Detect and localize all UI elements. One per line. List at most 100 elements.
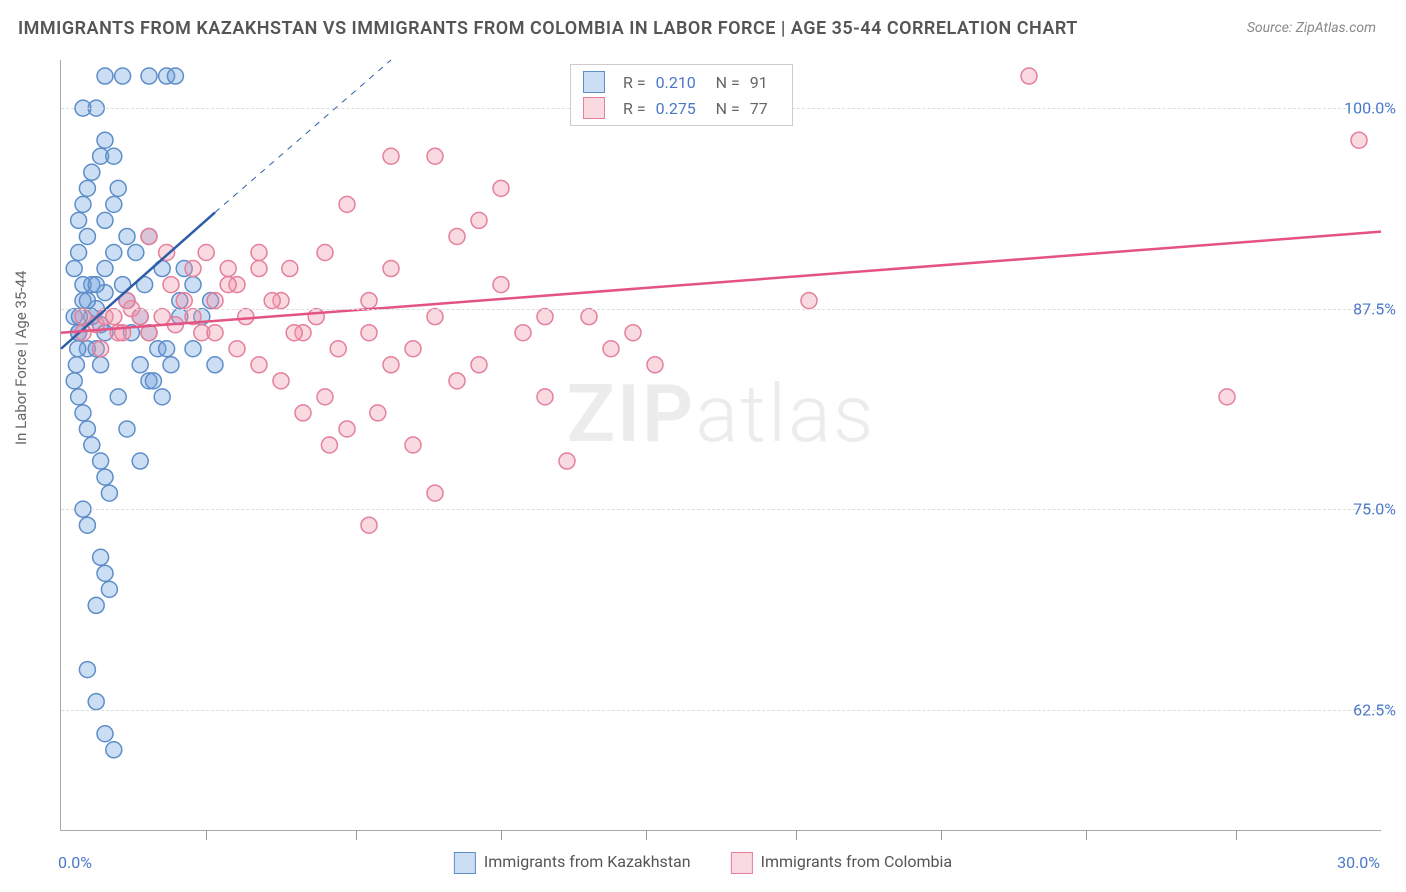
series-legend: Immigrants from Kazakhstan Immigrants fro… (454, 852, 952, 874)
scatter-point (159, 341, 175, 357)
gridline (61, 509, 1381, 510)
scatter-point (339, 421, 355, 437)
scatter-point (185, 261, 201, 277)
scatter-point (370, 405, 386, 421)
scatter-point (220, 277, 236, 293)
y-tick-label: 100.0% (1344, 99, 1396, 118)
scatter-point (75, 405, 91, 421)
scatter-point (559, 453, 575, 469)
x-tick (501, 830, 502, 840)
scatter-point (1219, 389, 1235, 405)
scatter-point (361, 517, 377, 533)
scatter-point (132, 453, 148, 469)
y-tick-label: 87.5% (1353, 299, 1396, 318)
scatter-point (185, 341, 201, 357)
scatter-point (361, 293, 377, 309)
scatter-point (427, 148, 443, 164)
scatter-point (321, 437, 337, 453)
scatter-point (132, 357, 148, 373)
scatter-point (163, 357, 179, 373)
scatter-point (97, 261, 113, 277)
scatter-point (75, 196, 91, 212)
gridline (61, 710, 1381, 711)
scatter-point (79, 228, 95, 244)
scatter-point (93, 549, 109, 565)
scatter-point (427, 309, 443, 325)
scatter-point (110, 389, 126, 405)
scatter-point (207, 293, 223, 309)
scatter-point (251, 245, 267, 261)
scatter-point (647, 357, 663, 373)
scatter-point (97, 212, 113, 228)
scatter-point (79, 421, 95, 437)
source-attribution: Source: ZipAtlas.com (1247, 20, 1376, 36)
scatter-point (159, 245, 175, 261)
scatter-point (537, 309, 553, 325)
series-legend-item: Immigrants from Kazakhstan (454, 852, 691, 874)
scatter-point (79, 662, 95, 678)
x-tick (206, 830, 207, 840)
scatter-point (317, 389, 333, 405)
scatter-point (88, 694, 104, 710)
scatter-point (207, 357, 223, 373)
scatter-point (97, 469, 113, 485)
scatter-point (110, 180, 126, 196)
scatter-point (198, 245, 214, 261)
x-tick (646, 830, 647, 840)
correlation-legend: R =0.210 N =91 R =0.275 N =77 (570, 64, 793, 126)
scatter-point (238, 309, 254, 325)
scatter-point (106, 245, 122, 261)
correlation-legend-row: R =0.275 N =77 (583, 95, 780, 121)
legend-swatch (454, 852, 476, 874)
scatter-point (308, 309, 324, 325)
scatter-point (449, 228, 465, 244)
scatter-point (79, 180, 95, 196)
scatter-point (625, 325, 641, 341)
scatter-point (128, 245, 144, 261)
scatter-point (273, 373, 289, 389)
scatter-point (229, 341, 245, 357)
scatter-point (97, 132, 113, 148)
scatter-point (317, 245, 333, 261)
scatter-point (119, 228, 135, 244)
scatter-point (119, 421, 135, 437)
scatter-point (361, 325, 377, 341)
scatter-svg (61, 60, 1381, 830)
x-tick (796, 830, 797, 840)
x-tick (941, 830, 942, 840)
scatter-point (154, 389, 170, 405)
scatter-point (132, 309, 148, 325)
scatter-point (801, 293, 817, 309)
scatter-point (97, 565, 113, 581)
legend-swatch (583, 97, 605, 119)
scatter-point (405, 341, 421, 357)
scatter-point (97, 68, 113, 84)
scatter-point (493, 180, 509, 196)
scatter-point (106, 309, 122, 325)
scatter-point (449, 373, 465, 389)
scatter-point (251, 357, 267, 373)
scatter-point (106, 196, 122, 212)
scatter-point (471, 357, 487, 373)
scatter-point (167, 68, 183, 84)
scatter-point (286, 325, 302, 341)
gridline (61, 309, 1381, 310)
scatter-point (71, 389, 87, 405)
scatter-point (282, 261, 298, 277)
scatter-point (93, 453, 109, 469)
scatter-point (220, 261, 236, 277)
scatter-point (70, 341, 86, 357)
scatter-point (79, 517, 95, 533)
scatter-point (330, 341, 346, 357)
scatter-point (97, 726, 113, 742)
scatter-point (251, 261, 267, 277)
scatter-point (88, 597, 104, 613)
series-legend-item: Immigrants from Colombia (731, 852, 953, 874)
scatter-point (383, 261, 399, 277)
scatter-point (581, 309, 597, 325)
scatter-point (163, 277, 179, 293)
scatter-point (71, 212, 87, 228)
scatter-point (493, 277, 509, 293)
legend-swatch (731, 852, 753, 874)
scatter-point (185, 277, 201, 293)
